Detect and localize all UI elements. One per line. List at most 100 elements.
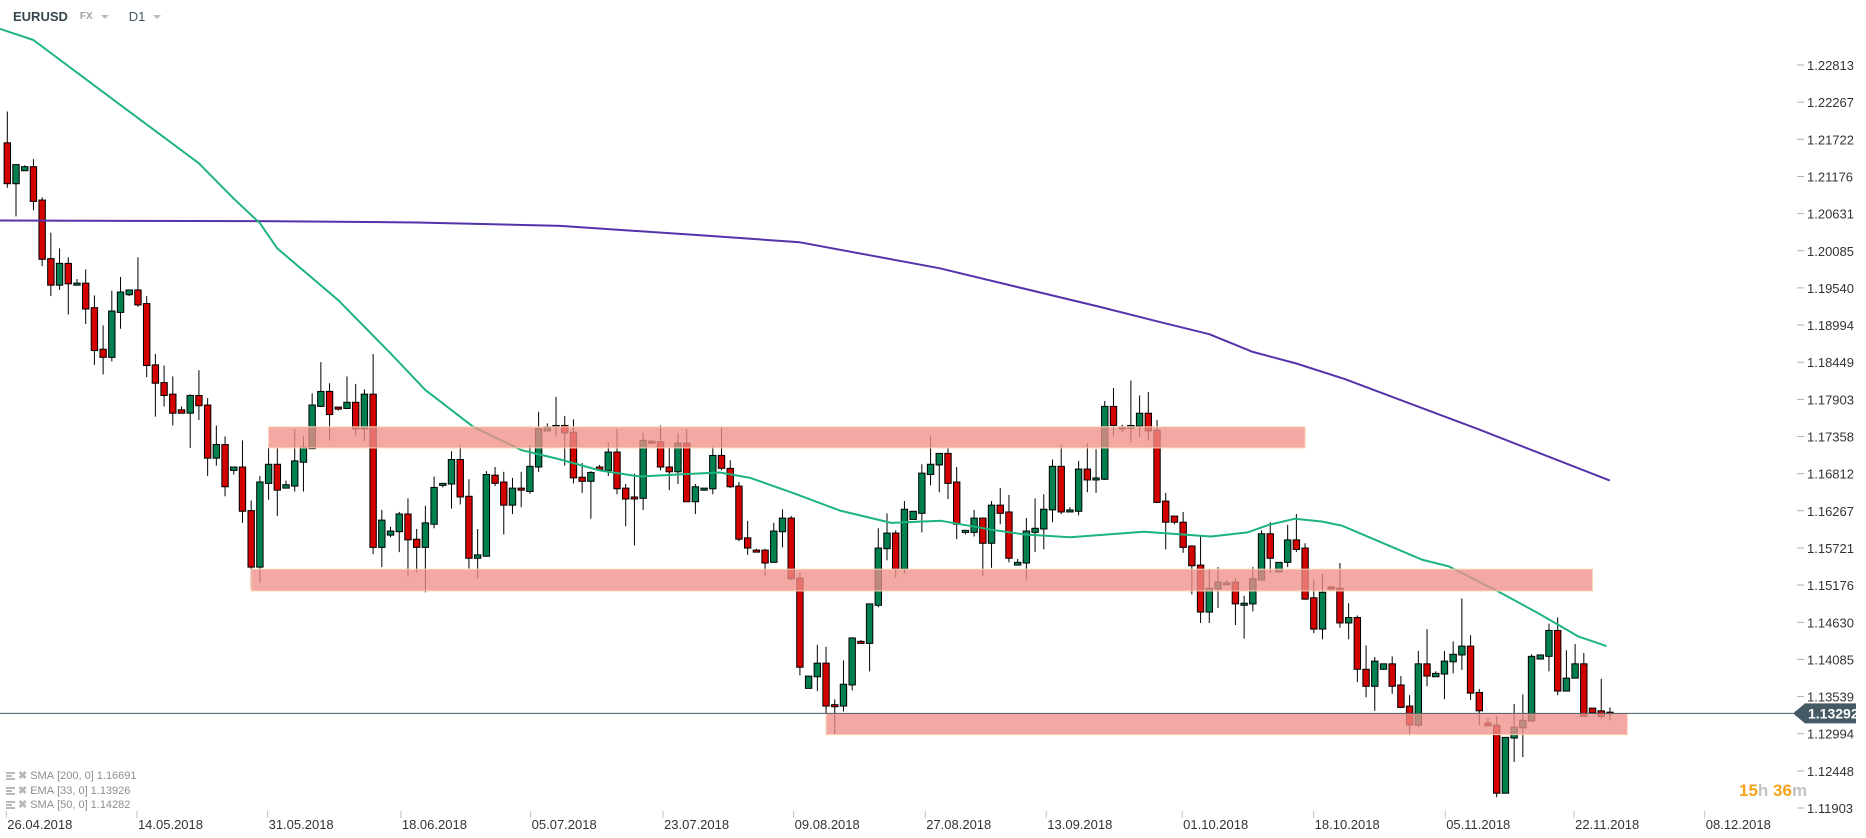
y-tick-label: 1.18994 bbox=[1807, 318, 1854, 333]
candle bbox=[752, 548, 761, 553]
candle-body-up bbox=[360, 393, 369, 430]
candle bbox=[735, 481, 743, 542]
candle-body-down bbox=[142, 303, 151, 367]
close-icon[interactable]: ✖ bbox=[18, 784, 28, 797]
candle-body-down bbox=[996, 504, 1004, 514]
candle-body-up bbox=[508, 487, 517, 506]
candle-body-up bbox=[395, 513, 403, 533]
x-tick-label: 27.08.2018 bbox=[926, 817, 991, 832]
candle-body-up bbox=[1371, 660, 1379, 687]
candle-body-down bbox=[1362, 668, 1370, 687]
candle-body-down bbox=[1423, 663, 1431, 677]
chevron-down-icon[interactable] bbox=[100, 14, 109, 19]
y-tick-label: 1.20631 bbox=[1807, 207, 1854, 222]
chevron-down-icon[interactable] bbox=[153, 14, 162, 19]
candle bbox=[108, 290, 116, 362]
indicator-name: EMA bbox=[30, 784, 55, 797]
candle bbox=[1353, 615, 1362, 683]
price-axis: 1.22813 1.22267 1.21722 1.21176 1.20631 1.200… bbox=[1797, 58, 1854, 816]
candle bbox=[64, 257, 72, 315]
price-zone[interactable] bbox=[268, 426, 1306, 449]
candle bbox=[1379, 663, 1388, 670]
legend-item[interactable]: ✖ SMA [200, 0] 1.16691 bbox=[6, 769, 137, 784]
timer-hours-unit: h bbox=[1757, 781, 1769, 800]
candle bbox=[700, 487, 708, 491]
candle bbox=[456, 445, 464, 505]
candle bbox=[857, 639, 865, 644]
candles bbox=[3, 111, 1614, 798]
candle-body-down bbox=[682, 442, 691, 503]
candle-body-down bbox=[273, 463, 282, 491]
candle bbox=[491, 467, 499, 487]
candle-body-down bbox=[1336, 587, 1344, 624]
timeframe-selector[interactable]: D1 bbox=[128, 9, 146, 24]
candle-body-up bbox=[813, 662, 822, 678]
candle-body-up bbox=[691, 486, 700, 503]
candle-body-up bbox=[987, 504, 996, 544]
candle bbox=[822, 646, 830, 715]
candle-body-down bbox=[81, 282, 90, 310]
candle bbox=[369, 353, 377, 555]
indicator-legend: ✖ SMA [200, 0] 1.16691 ✖ EMA [33, 0] 1.1… bbox=[6, 769, 137, 813]
candle bbox=[909, 510, 917, 520]
settings-list-icon[interactable] bbox=[6, 786, 15, 795]
symbol-name: EURUSD bbox=[13, 9, 68, 24]
indicator-value: 1.13926 bbox=[90, 784, 131, 797]
legend-item[interactable]: ✖ SMA [50, 0] 1.14282 bbox=[6, 798, 137, 813]
candle-body-down bbox=[1170, 515, 1179, 523]
candle-body-down bbox=[1162, 500, 1170, 523]
candle bbox=[465, 479, 473, 569]
candle-body-up bbox=[108, 310, 116, 358]
y-tick-label: 1.22267 bbox=[1807, 95, 1854, 110]
candle bbox=[55, 248, 64, 290]
candle bbox=[804, 675, 813, 689]
legend-item[interactable]: ✖ EMA [33, 0] 1.13926 bbox=[6, 784, 137, 799]
candle-countdown-timer: 15h 36m bbox=[1739, 781, 1807, 801]
candle-body-up bbox=[1527, 655, 1536, 722]
y-tick-label: 1.18449 bbox=[1807, 355, 1854, 370]
price-zone[interactable] bbox=[825, 713, 1628, 736]
candle-body-up bbox=[55, 262, 64, 286]
candle bbox=[778, 509, 787, 548]
candle-body-up bbox=[1501, 736, 1510, 794]
candle bbox=[691, 484, 700, 515]
price-zone[interactable] bbox=[250, 568, 1594, 592]
candle-body-down bbox=[369, 393, 377, 548]
settings-list-icon[interactable] bbox=[6, 772, 15, 781]
candle-body-up bbox=[1048, 465, 1057, 511]
y-tick-label: 1.15721 bbox=[1807, 541, 1854, 556]
x-tick-label: 05.11.2018 bbox=[1446, 817, 1510, 832]
x-tick-label: 13.09.2018 bbox=[1047, 817, 1112, 832]
close-icon[interactable]: ✖ bbox=[18, 799, 28, 811]
candle-body-down bbox=[761, 549, 769, 564]
candle-body-down bbox=[857, 640, 865, 644]
candle bbox=[1092, 449, 1100, 493]
settings-list-icon[interactable] bbox=[6, 801, 15, 810]
candle bbox=[517, 471, 525, 508]
candle-body-up bbox=[73, 282, 81, 286]
candle-body-up bbox=[317, 390, 325, 407]
candle-body-down bbox=[717, 454, 726, 469]
y-tick-label: 1.11903 bbox=[1807, 801, 1853, 816]
candle-body-up bbox=[439, 482, 447, 486]
x-tick-label: 22.11.2018 bbox=[1575, 817, 1639, 832]
market-selector[interactable]: FX bbox=[79, 11, 93, 22]
candle-body-down bbox=[1588, 707, 1597, 714]
candle-body-up bbox=[21, 166, 29, 172]
x-tick-label: 01.10.2018 bbox=[1183, 817, 1248, 832]
candle bbox=[1423, 629, 1431, 687]
candle-body-down bbox=[238, 466, 247, 512]
candle bbox=[264, 443, 273, 500]
candle-body-up bbox=[1031, 527, 1039, 533]
candle bbox=[500, 471, 508, 535]
candle-body-down bbox=[630, 496, 639, 500]
x-tick-label: 05.07.2018 bbox=[532, 817, 597, 832]
candle-body-down bbox=[979, 517, 987, 544]
candle-body-up bbox=[473, 554, 482, 559]
candle-body-down bbox=[90, 307, 99, 352]
y-tick-label: 1.14630 bbox=[1807, 615, 1854, 630]
close-icon[interactable]: ✖ bbox=[18, 770, 28, 782]
candle-body-up bbox=[926, 463, 935, 476]
candle-body-up bbox=[700, 487, 708, 491]
